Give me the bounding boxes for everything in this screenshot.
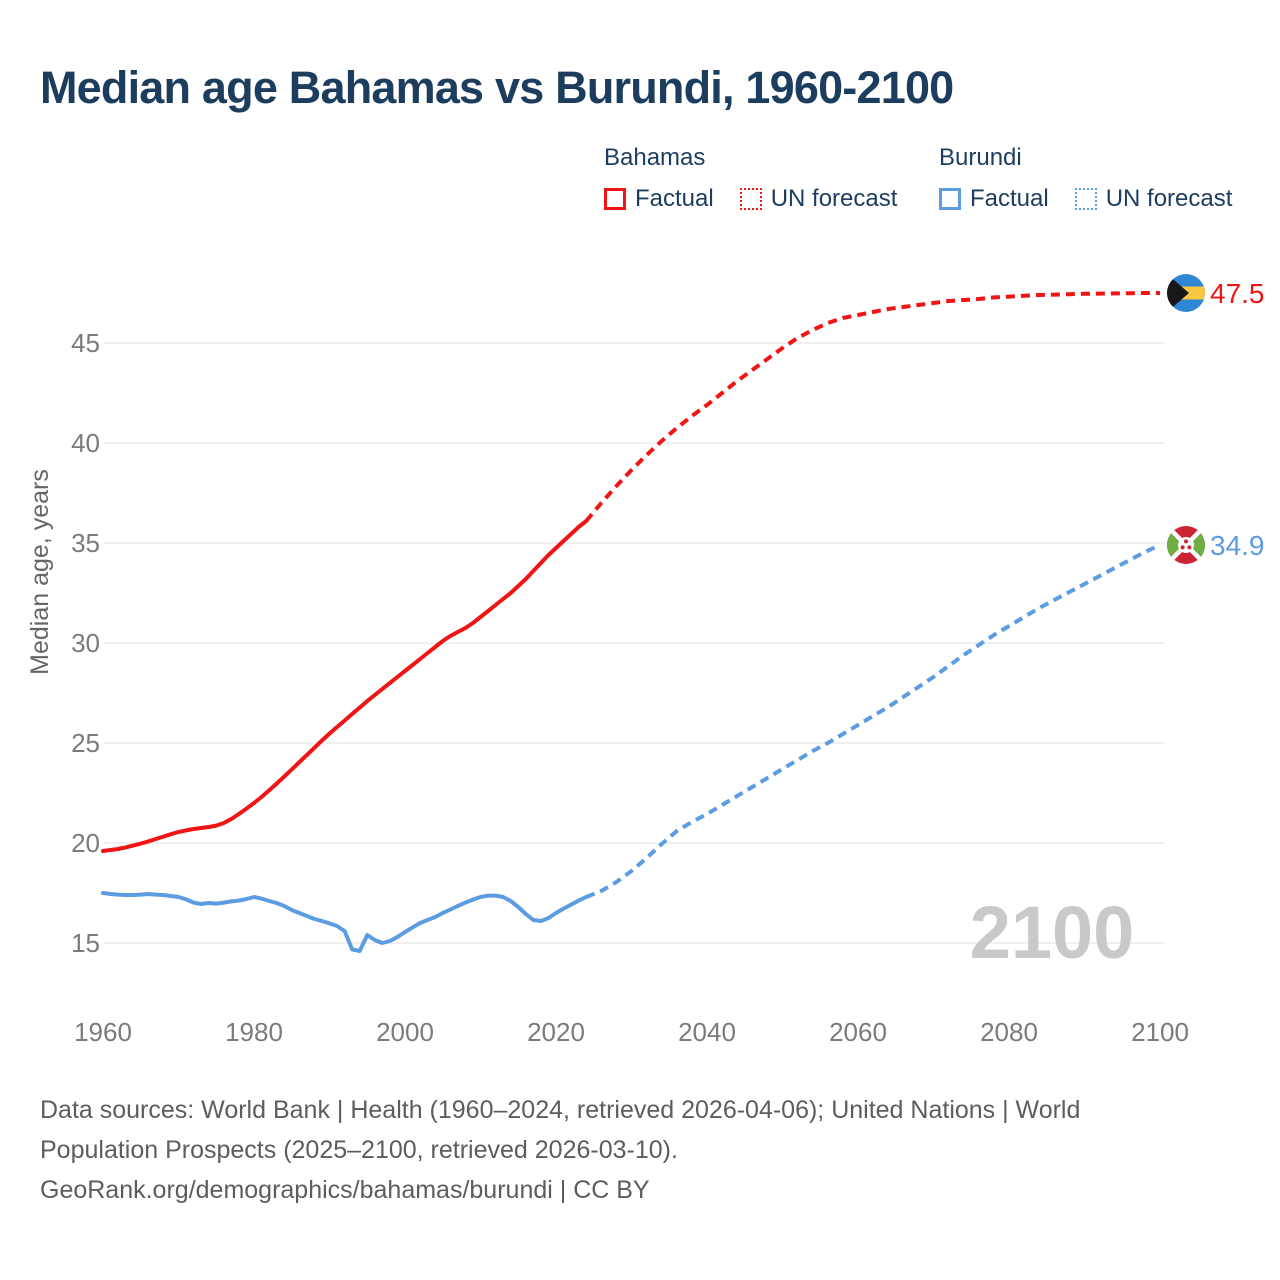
- x-axis-tick-label: 2000: [376, 1017, 434, 1047]
- legend-swatch-solid-icon: [939, 188, 961, 210]
- x-axis-tick-label: 2060: [829, 1017, 887, 1047]
- legend-group-label: Bahamas: [604, 144, 706, 171]
- legend-item-label: UN forecast: [770, 185, 898, 212]
- bahamas-flag-icon: [1167, 274, 1205, 312]
- y-axis-title: Median age, years: [26, 469, 54, 675]
- burundi-factual-line: [101, 891, 589, 953]
- bahamas-factual-line: [101, 519, 589, 853]
- footer-data-sources-line-2: Population Prospects (2025–2100, retriev…: [40, 1136, 678, 1164]
- legend-item-burundi-factual[interactable]: Factual: [939, 185, 1049, 213]
- legend-group-bahamas: Bahamas Factual UN forecast: [604, 144, 897, 213]
- legend-swatch-solid-icon: [604, 188, 626, 210]
- x-axis-tick-label: 1980: [225, 1017, 283, 1047]
- bahamas-end-value-label: 47.5: [1210, 278, 1265, 309]
- y-axis-tick-label: 15: [71, 928, 100, 958]
- burundi-flag-icon: [1167, 526, 1205, 564]
- page-title: Median age Bahamas vs Burundi, 1960-2100: [40, 62, 954, 113]
- x-axis-tick-label: 2100: [1131, 1017, 1189, 1047]
- legend-item-label: Factual: [970, 185, 1049, 212]
- y-axis-tick-label: 20: [71, 828, 100, 858]
- footer: Data sources: World Bank | Health (1960–…: [40, 1090, 1080, 1210]
- legend-item-bahamas-factual[interactable]: Factual: [604, 185, 714, 213]
- legend-item-burundi-forecast[interactable]: UN forecast: [1074, 185, 1233, 213]
- legend-group-label: Burundi: [939, 144, 1022, 171]
- x-axis-tick-label: 2040: [678, 1017, 736, 1047]
- x-axis-tick-label: 2080: [980, 1017, 1038, 1047]
- bahamas-forecast-line: [584, 291, 1160, 523]
- x-axis-tick-label: 2020: [527, 1017, 585, 1047]
- footer-attribution-line: GeoRank.org/demographics/bahamas/burundi…: [40, 1176, 650, 1204]
- legend-swatch-dotted-icon: [739, 188, 762, 210]
- footer-data-sources-line-1: Data sources: World Bank | Health (1960–…: [40, 1096, 1081, 1124]
- watermark-2100: 2100: [970, 891, 1135, 974]
- x-axis-tick-label: 1960: [74, 1017, 132, 1047]
- y-axis-tick-label: 35: [71, 528, 100, 558]
- y-axis-tick-label: 25: [71, 728, 100, 758]
- legend-item-label: Factual: [635, 185, 714, 212]
- legend-item-label: UN forecast: [1105, 185, 1233, 212]
- y-axis-tick-label: 45: [71, 328, 100, 358]
- legend-item-bahamas-forecast[interactable]: UN forecast: [739, 185, 898, 213]
- burundi-forecast-line: [585, 543, 1161, 899]
- legend-swatch-dotted-icon: [1074, 188, 1097, 210]
- y-axis-tick-label: 30: [71, 628, 100, 658]
- burundi-end-value-label: 34.9: [1210, 530, 1265, 561]
- y-axis-tick-label: 40: [71, 428, 100, 458]
- legend-group-burundi: Burundi Factual UN forecast: [939, 144, 1232, 213]
